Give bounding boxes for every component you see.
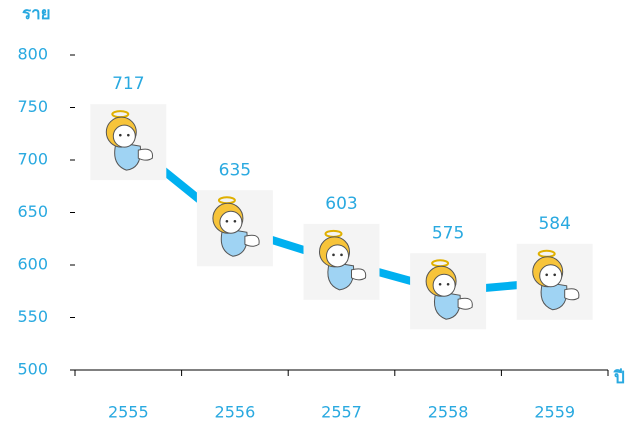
y-tick-label: 700 bbox=[17, 150, 48, 169]
icon-eye bbox=[119, 134, 122, 137]
icon-face bbox=[113, 125, 135, 147]
y-tick-label: 500 bbox=[17, 360, 48, 379]
y-axis-label: ราย bbox=[22, 4, 51, 24]
data-label: 603 bbox=[325, 194, 357, 214]
icon-eye bbox=[226, 220, 229, 223]
icon-eye bbox=[340, 254, 343, 257]
icon-eye bbox=[447, 283, 450, 286]
data-label: 635 bbox=[219, 160, 251, 180]
x-tick-label: 2557 bbox=[321, 403, 362, 422]
icon-eye bbox=[234, 220, 237, 223]
icon-wing bbox=[245, 235, 259, 246]
y-tick-label: 750 bbox=[17, 97, 48, 116]
icon-face bbox=[433, 274, 455, 296]
icon-wing bbox=[458, 298, 472, 309]
x-tick-label: 2559 bbox=[534, 403, 575, 422]
data-label: 575 bbox=[432, 223, 464, 243]
x-tick-label: 2558 bbox=[428, 403, 469, 422]
marker-icon bbox=[410, 253, 486, 329]
data-label: 717 bbox=[112, 74, 144, 94]
x-tick-label: 2556 bbox=[215, 403, 256, 422]
icon-eye bbox=[545, 274, 548, 277]
y-tick-label: 650 bbox=[17, 202, 48, 221]
icon-eye bbox=[127, 134, 130, 137]
icon-wing bbox=[138, 149, 152, 160]
data-label: 584 bbox=[538, 214, 570, 234]
icon-eye bbox=[439, 283, 442, 286]
y-tick-label: 600 bbox=[17, 255, 48, 274]
marker-icon bbox=[90, 104, 166, 180]
y-tick-label: 550 bbox=[17, 307, 48, 326]
icon-face bbox=[220, 211, 242, 233]
icon-eye bbox=[553, 274, 556, 277]
y-tick-label: 800 bbox=[17, 45, 48, 64]
marker-icon bbox=[517, 244, 593, 320]
icon-wing bbox=[565, 289, 579, 300]
chart: ราย ปี 500 550 600 650 700 750 800 2555 2556 2557… bbox=[0, 0, 630, 431]
marker-icon bbox=[197, 190, 273, 266]
icon-face bbox=[540, 265, 562, 287]
icon-face bbox=[327, 245, 349, 267]
x-axis-label: ปี bbox=[613, 367, 625, 388]
icon-eye bbox=[332, 254, 335, 257]
icon-wing bbox=[352, 269, 366, 280]
marker-icon bbox=[304, 224, 380, 300]
x-tick-label: 2555 bbox=[108, 403, 149, 422]
